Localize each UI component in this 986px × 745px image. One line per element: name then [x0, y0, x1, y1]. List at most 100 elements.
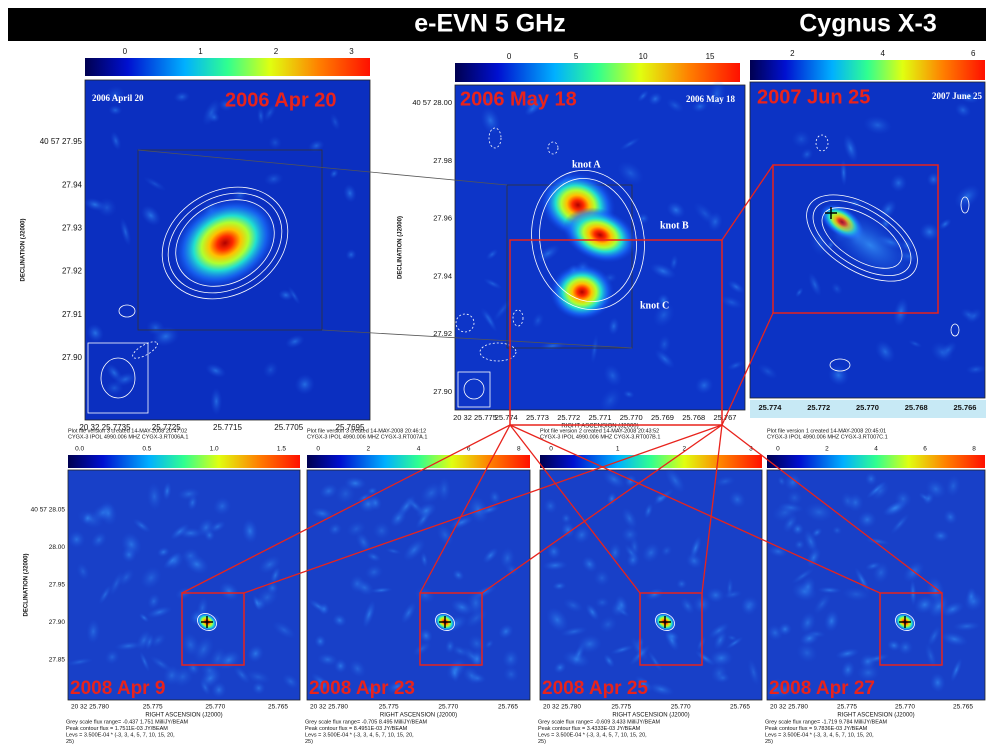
- emission: [268, 135, 282, 150]
- colorbar-tick-label: 0: [776, 446, 780, 453]
- link-line: [243, 424, 723, 594]
- colorbar-tick-label: 3: [749, 446, 753, 453]
- emission: [826, 209, 914, 281]
- emission: [203, 528, 216, 542]
- emission: [940, 631, 969, 647]
- emission: [886, 639, 902, 652]
- emission: [840, 159, 848, 187]
- x-tick-label: 20 32 25.780: [310, 704, 348, 711]
- contour: [479, 342, 517, 362]
- plot-header-line: Plot file version 3 created 14-MAY-2008 …: [307, 428, 426, 434]
- contour: [655, 613, 675, 631]
- emission: [669, 254, 679, 271]
- emission: [804, 502, 834, 523]
- emission: [90, 531, 107, 549]
- emission: [791, 130, 811, 148]
- emission: [747, 658, 760, 687]
- emission: [272, 621, 296, 640]
- emission: [553, 661, 567, 674]
- emission: [482, 547, 499, 564]
- emission: [641, 542, 661, 563]
- emission: [262, 361, 279, 379]
- emission: [581, 555, 598, 573]
- emission: [120, 532, 142, 557]
- emission: [150, 632, 167, 648]
- emission: [808, 272, 822, 297]
- emission: [714, 475, 736, 488]
- x-tick-label: 25.771: [589, 413, 612, 422]
- emission: [343, 476, 367, 491]
- footer-line: Grey scale flux range= -0.437 1.751 Mill…: [66, 719, 189, 725]
- contour: [435, 613, 455, 631]
- colorbar-tick-label: 0.5: [142, 446, 151, 453]
- emission: [950, 657, 963, 683]
- emission: [654, 493, 667, 504]
- beam-box: [87, 342, 149, 414]
- colorbar-tick-label: 6: [971, 49, 976, 58]
- emission: [783, 473, 802, 492]
- emission: [865, 480, 887, 499]
- emission: [803, 529, 819, 554]
- emission: [608, 317, 620, 336]
- emission: [856, 663, 880, 682]
- emission: [385, 547, 402, 555]
- emission: [954, 102, 972, 118]
- emission: [366, 551, 382, 563]
- emission: [598, 615, 618, 634]
- emission: [666, 201, 686, 219]
- emission: [247, 644, 264, 663]
- contour: [812, 200, 912, 276]
- emission: [926, 172, 941, 187]
- emission: [104, 649, 120, 665]
- emission: [957, 90, 979, 104]
- emission: [963, 591, 984, 612]
- x-axis-label: RIGHT ASCENSION (J2000): [561, 424, 638, 430]
- x-tick-label: 25.774: [495, 413, 518, 422]
- emission: [535, 244, 561, 263]
- x-tick-label: 25.768: [905, 403, 928, 412]
- colorbar-tick-label: 5: [574, 52, 579, 61]
- zoom-box: [772, 164, 939, 314]
- colorbar-tick-label: 1.0: [210, 446, 219, 453]
- emission: [890, 513, 910, 535]
- y-tick-label: 27.96: [433, 214, 452, 223]
- x-axis-strip: [750, 400, 986, 418]
- emission: [693, 202, 717, 225]
- link-line: [721, 164, 774, 241]
- emission: [545, 607, 569, 633]
- y-tick-label: 27.92: [433, 329, 452, 338]
- x-tick-label: 25.768: [682, 413, 705, 422]
- x-tick-label: 25.770: [856, 403, 879, 412]
- colorbar-tick-label: 2: [682, 446, 686, 453]
- emission: [649, 262, 677, 280]
- emission: [446, 657, 467, 681]
- colorbar-tick-label: 2: [790, 49, 795, 58]
- emission: [929, 672, 946, 693]
- colorbar-tick-label: 2: [367, 446, 371, 453]
- emission: [562, 598, 584, 613]
- emission: [863, 115, 893, 135]
- knot-label: knot A: [572, 159, 601, 170]
- emission: [594, 596, 610, 609]
- emission: [173, 91, 191, 103]
- link-line: [481, 424, 723, 594]
- emission: [485, 248, 499, 261]
- emission: [104, 85, 126, 104]
- colorbar: [307, 455, 530, 468]
- colorbar-tick-label: 15: [706, 52, 715, 61]
- colorbar-tick-label: 0: [549, 446, 553, 453]
- emission: [263, 103, 277, 122]
- contour: [539, 177, 637, 303]
- x-axis-label: RIGHT ASCENSION (J2000): [612, 713, 689, 719]
- emission: [488, 489, 501, 505]
- x-tick-label: 25.770: [895, 704, 915, 711]
- y-tick-label: 27.91: [62, 310, 83, 319]
- emission: [503, 666, 520, 683]
- emission: [813, 593, 832, 615]
- y-tick-label: 27.90: [49, 619, 66, 626]
- x-tick-label: 20 32 25.780: [543, 704, 581, 711]
- colorbar-tick-label: 0: [507, 52, 512, 61]
- y-axis-label: DECLINATION (J2000): [24, 554, 30, 617]
- knot-label: knot C: [640, 300, 669, 311]
- emission: [278, 289, 294, 301]
